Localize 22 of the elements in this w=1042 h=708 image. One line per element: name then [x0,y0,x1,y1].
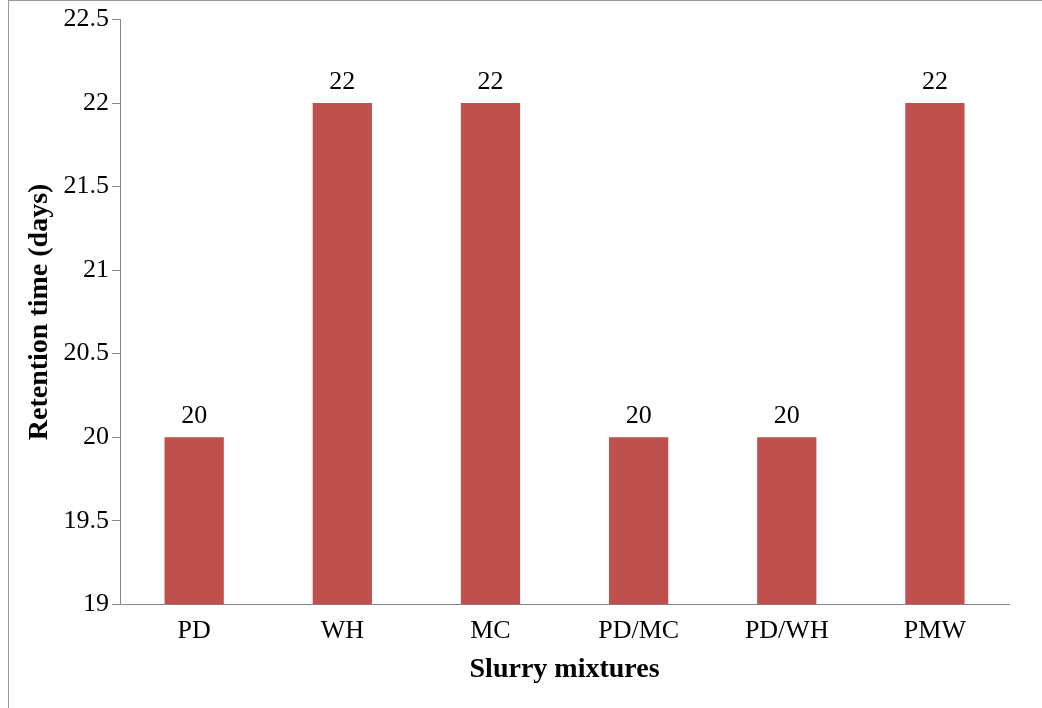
y-tick-label: 21 [83,253,110,283]
data-label: 22 [921,65,948,95]
data-label: 22 [329,65,356,95]
x-tick-label: PD/MC [598,614,680,644]
y-tick-label: 21.5 [63,170,110,200]
data-label: 20 [625,400,652,429]
x-axis-title: Slurry mixtures [469,652,660,684]
y-tick-label: 20 [83,421,110,450]
x-tick-label: PD/WH [744,614,829,644]
y-tick-label: 22.5 [63,3,110,33]
data-label: 22 [477,65,504,95]
y-axis-title: Retention time (days) [22,183,54,441]
x-tick-label: PMW [903,614,967,644]
y-tick-label: 19.5 [63,504,110,534]
y-tick-label: 19 [83,588,110,618]
x-tick-label: MC [470,614,511,644]
data-label: 20 [773,400,800,429]
data-label: 20 [181,400,208,429]
x-tick-label: WH [320,614,365,644]
x-tick-label: PD [177,614,211,644]
y-tick-label: 22 [83,86,110,116]
y-tick-label: 20.5 [63,337,110,367]
